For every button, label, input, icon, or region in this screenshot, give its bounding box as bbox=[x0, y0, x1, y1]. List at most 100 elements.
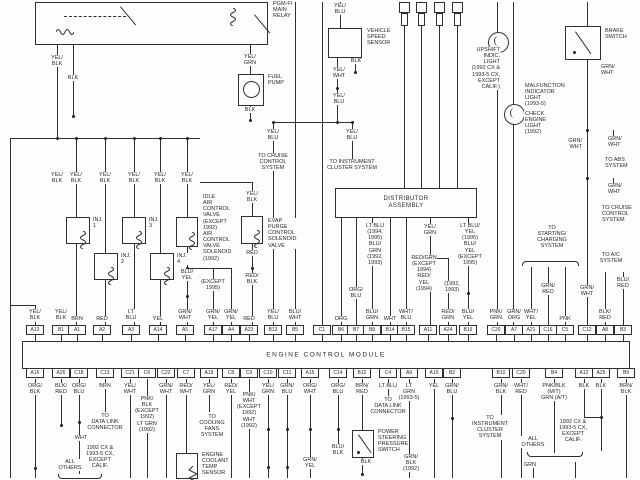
label-wire-label: LT BLU (1994, 1995) BLU/ GRN (1992, 1993… bbox=[364, 223, 386, 267]
pin-stub bbox=[356, 335, 357, 341]
vehicle-speed-sensor bbox=[328, 28, 362, 58]
junction-dot bbox=[286, 466, 289, 469]
junction-dot bbox=[75, 137, 78, 140]
pin-wire-label: YEL/ BLU bbox=[266, 309, 280, 322]
wire-segment bbox=[409, 379, 410, 478]
ecm-pin-top-A21: A21 bbox=[522, 325, 540, 335]
pin-wire-label: GRN/ BLU bbox=[444, 383, 460, 396]
wire-segment bbox=[587, 60, 588, 325]
label-to-data-link-connector-2: TO DATA LINK CONNECTOR bbox=[369, 397, 407, 416]
junction-dot bbox=[267, 466, 270, 469]
ecm-pin-bottom-C22: C22 bbox=[157, 368, 175, 378]
junction-dot bbox=[336, 87, 339, 90]
pin-wire-label: BRN/ RED bbox=[354, 383, 370, 396]
ecm-pin-bottom-A26: A26 bbox=[52, 368, 70, 378]
ecm-pin-top-A8: A8 bbox=[596, 325, 614, 335]
wire-segment bbox=[434, 379, 435, 478]
label-wire-label: WHT bbox=[73, 435, 89, 442]
label-brake-switch-label: BRAKE SWITCH bbox=[604, 28, 628, 41]
wire-segment bbox=[166, 379, 167, 478]
ecm-pin-top-A24: A24 bbox=[439, 325, 457, 335]
wire-segment bbox=[231, 379, 232, 478]
pin-wire-label: YEL bbox=[151, 315, 165, 322]
wire-segment bbox=[548, 267, 549, 325]
label-vehicle-speed-sensor-label: VEHICLE SPEED SENSOR bbox=[366, 28, 392, 47]
spark-plug-connector bbox=[399, 2, 410, 13]
injector-4 bbox=[150, 253, 174, 285]
ecm-pin-top-C12: C12 bbox=[578, 325, 596, 335]
wire-segment bbox=[457, 26, 458, 188]
spark-plug-body bbox=[454, 13, 461, 26]
switch-contact-dot bbox=[357, 450, 360, 454]
wire-segment bbox=[421, 26, 422, 188]
ecm-pin-bottom-C13: C13 bbox=[96, 368, 114, 378]
wire-segment bbox=[497, 2, 498, 32]
ecm-pin-top-A14: A14 bbox=[149, 325, 167, 335]
malfunction-indicator-lamp bbox=[504, 104, 525, 125]
pin-wire-label: ORG/ BLU bbox=[70, 383, 88, 396]
wire-segment bbox=[626, 379, 627, 478]
relay-switch-symbol bbox=[254, 14, 271, 34]
wire-segment bbox=[186, 379, 187, 478]
pin-stub bbox=[158, 335, 159, 341]
pin-wire-label: GRN/ BLU bbox=[279, 383, 295, 396]
junction-dot bbox=[34, 467, 37, 470]
pin-wire-label: LT BLU bbox=[124, 309, 138, 322]
wire-segment bbox=[10, 138, 11, 478]
pin-wire-label: GRN/ RED bbox=[540, 283, 556, 296]
junction-dot bbox=[249, 119, 252, 122]
injector-1 bbox=[66, 217, 90, 249]
label-wire-label: BLU/ BLK bbox=[330, 444, 346, 457]
pin-wire-label: ORG bbox=[333, 315, 349, 322]
label-to-instrument-cluster-system-2: TO INSTRUMENT CLUSTER SYSTEM bbox=[470, 415, 510, 440]
label-wire-label: 1992 CX & 1993-5 CX, EXCEPT CALIF. bbox=[85, 445, 115, 470]
wire-segment bbox=[601, 379, 602, 417]
pin-stub bbox=[341, 335, 342, 341]
wire-segment bbox=[356, 218, 357, 325]
pin-wire-label: WHT bbox=[382, 315, 398, 322]
pin-stub bbox=[295, 335, 296, 341]
label-wire-label: BLK bbox=[359, 459, 373, 466]
wire-segment bbox=[130, 379, 131, 478]
wire-segment bbox=[160, 138, 161, 325]
pin-wire-label: PNK/BLK (M/T) GRN (A/T) bbox=[540, 383, 568, 402]
wire-segment bbox=[372, 218, 373, 325]
label-wire-label: RED/GRN (EXCEPT 1994) RED/ YEL (1994) bbox=[410, 255, 438, 292]
wire-segment bbox=[601, 417, 602, 451]
label-to-data-link-connector: TO DATA LINK CONNECTOR bbox=[86, 413, 124, 432]
ecm-pin-top-B8: B8 bbox=[363, 325, 381, 335]
pin-wire-label: PNK/ GRN bbox=[488, 309, 504, 322]
ecm-pin-bottom-A16: A16 bbox=[26, 368, 44, 378]
ecm-pin-bottom-B12: B12 bbox=[353, 368, 371, 378]
wire-segment bbox=[513, 2, 514, 104]
ecm-pin-top-A3: A3 bbox=[122, 325, 140, 335]
label-wire-label: YEL/ BLK bbox=[69, 172, 83, 185]
ecm-pin-bottom-A12: A12 bbox=[575, 368, 593, 378]
ecm-pin-bottom-C11: C11 bbox=[278, 368, 296, 378]
wire-segment bbox=[105, 138, 106, 325]
label-wire-label: YEL/ WHT bbox=[331, 67, 347, 80]
junction-dot bbox=[186, 295, 189, 298]
label-to-instrument-cluster-system: TO INSTRUMENT CLUSTER SYSTEM bbox=[326, 159, 378, 172]
wire-segment bbox=[61, 379, 62, 425]
ecm-pin-bottom-C9: C9 bbox=[240, 368, 258, 378]
label-wire-label: ALL OTHERS bbox=[520, 436, 546, 449]
junction-dot bbox=[251, 267, 254, 270]
junction-dot bbox=[451, 417, 454, 420]
pin-wire-label: BRN bbox=[98, 383, 112, 390]
label-wire-label: YEL/ BLU bbox=[332, 93, 346, 106]
junction-dot bbox=[354, 71, 357, 74]
pin-stub bbox=[390, 335, 391, 341]
label-malfunction-indicator-light-label: MALFUNCTION INDICATOR LIGHT (1993-5) bbox=[524, 83, 566, 108]
pin-stub bbox=[185, 335, 186, 341]
wire-segment bbox=[533, 462, 534, 478]
label-to-cruise-control-system-2: TO CRUISE CONTROL SYSTEM bbox=[601, 205, 633, 224]
label-wire-label: BLK bbox=[66, 75, 80, 82]
ecm-pin-bottom-B4: B4 bbox=[545, 368, 563, 378]
pin-wire-label: RED/ YEL bbox=[223, 383, 239, 396]
junction-dot bbox=[351, 121, 354, 124]
pin-wire-label: BRN/ BLK bbox=[618, 383, 634, 396]
ecm-pin-top-A1: A1 bbox=[68, 325, 86, 335]
label-idle-air-control-valve-label: IDLE AIR CONTROL VALVE (EXCEPT 1992) AIR… bbox=[202, 194, 233, 262]
